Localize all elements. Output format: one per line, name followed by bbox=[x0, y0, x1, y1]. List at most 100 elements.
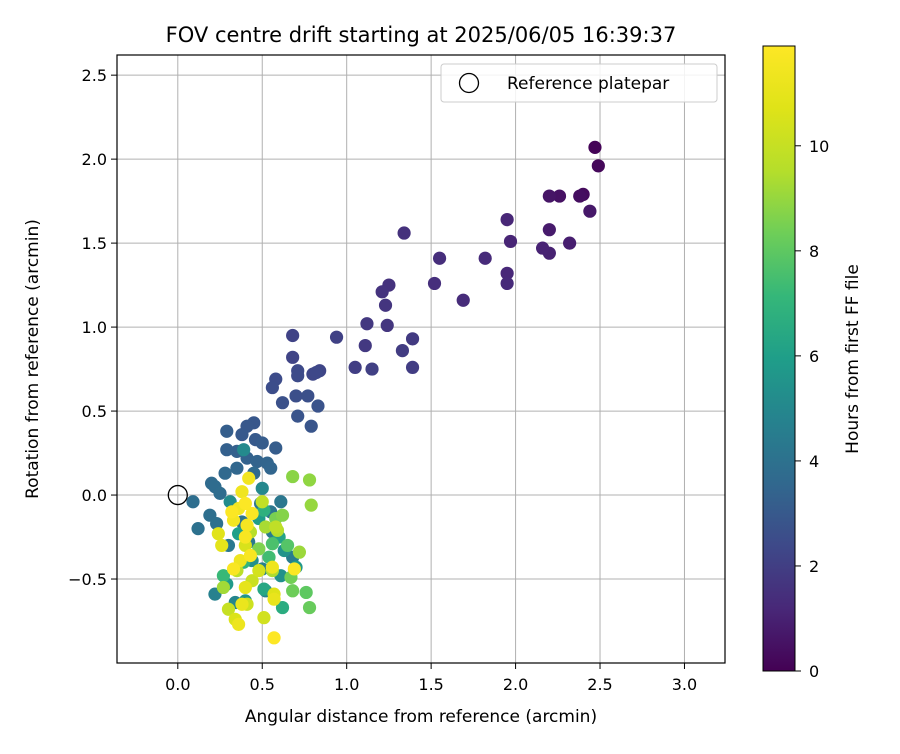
data-point bbox=[237, 443, 251, 457]
data-point bbox=[348, 360, 362, 374]
data-point bbox=[286, 469, 300, 484]
grid bbox=[117, 55, 725, 663]
data-point bbox=[302, 473, 317, 487]
data-point bbox=[360, 317, 374, 331]
y-tick-label: 2.0 bbox=[82, 150, 107, 169]
data-point bbox=[309, 365, 323, 380]
data-point bbox=[257, 582, 271, 596]
data-point bbox=[380, 318, 394, 333]
data-point bbox=[274, 495, 288, 509]
data-point bbox=[289, 389, 303, 403]
legend-label: Reference platepar bbox=[507, 74, 669, 94]
data-point bbox=[287, 562, 301, 576]
x-tick-label: 0.0 bbox=[165, 675, 190, 694]
data-point bbox=[552, 189, 567, 203]
data-point bbox=[456, 293, 470, 307]
data-point bbox=[269, 441, 283, 455]
data-point bbox=[573, 189, 587, 203]
y-tick-label: 0.5 bbox=[82, 402, 107, 421]
data-point bbox=[583, 204, 597, 218]
data-point bbox=[478, 251, 492, 265]
data-point bbox=[292, 545, 306, 559]
data-point bbox=[542, 223, 556, 237]
x-axis-ticks: 0.0 0.5 1.0 1.5 2.0 2.5 3.0 bbox=[165, 663, 697, 694]
colorbar-tick-label: 10 bbox=[809, 137, 829, 156]
x-tick-label: 1.5 bbox=[418, 675, 443, 694]
data-point bbox=[591, 159, 605, 173]
colorbar bbox=[762, 45, 796, 672]
data-point bbox=[221, 602, 236, 616]
data-point bbox=[265, 537, 279, 551]
data-point bbox=[275, 508, 290, 522]
data-point bbox=[365, 362, 379, 376]
y-tick-label: −0.5 bbox=[68, 570, 107, 589]
data-point bbox=[427, 276, 442, 291]
colorbar-tick-label: 4 bbox=[809, 452, 819, 471]
data-point bbox=[230, 461, 244, 475]
data-point bbox=[255, 481, 269, 495]
chart-title: FOV centre drift starting at 2025/06/05 … bbox=[166, 23, 677, 47]
data-point bbox=[395, 344, 410, 358]
colorbar-ticks: 0 2 4 6 8 10 bbox=[795, 137, 829, 681]
data-point bbox=[542, 189, 556, 203]
data-point bbox=[255, 495, 269, 509]
data-point bbox=[267, 631, 281, 645]
data-point bbox=[269, 520, 283, 534]
x-tick-label: 2.5 bbox=[587, 675, 612, 694]
data-point bbox=[259, 520, 273, 534]
data-point bbox=[250, 454, 264, 469]
data-point bbox=[358, 338, 372, 353]
data-point bbox=[267, 592, 281, 606]
data-point bbox=[304, 498, 318, 512]
data-point bbox=[226, 562, 241, 576]
data-point bbox=[301, 389, 315, 403]
y-axis-ticks: −0.5 0.0 0.5 1.0 1.5 2.0 2.5 bbox=[68, 66, 117, 589]
y-axis-label: Rotation from reference (arcmin) bbox=[23, 219, 43, 499]
data-point bbox=[216, 580, 230, 595]
data-point bbox=[265, 560, 279, 574]
data-point bbox=[245, 506, 259, 521]
data-point bbox=[191, 522, 205, 536]
colorbar-label: Hours from first FF file bbox=[843, 264, 863, 454]
data-point bbox=[275, 600, 290, 615]
data-point bbox=[225, 505, 239, 519]
data-point bbox=[432, 251, 447, 265]
data-point bbox=[405, 360, 420, 374]
data-point bbox=[500, 276, 514, 291]
data-point bbox=[235, 427, 249, 442]
colorbar-tick-label: 2 bbox=[809, 557, 819, 576]
data-point bbox=[588, 140, 602, 154]
data-points bbox=[186, 140, 605, 645]
data-point bbox=[378, 298, 393, 312]
data-point bbox=[286, 328, 300, 343]
data-point bbox=[375, 285, 389, 299]
data-point bbox=[238, 530, 252, 544]
x-axis-label: Angular distance from reference (arcmin) bbox=[245, 707, 597, 727]
y-tick-label: 1.5 bbox=[82, 234, 107, 253]
reference-platepar-marker bbox=[167, 484, 188, 506]
data-point bbox=[405, 332, 420, 346]
data-point bbox=[220, 424, 234, 438]
data-point bbox=[280, 538, 295, 553]
x-tick-label: 2.0 bbox=[503, 675, 528, 694]
data-point bbox=[311, 399, 325, 413]
data-point bbox=[242, 471, 256, 485]
colorbar-tick-label: 8 bbox=[809, 242, 819, 261]
data-point bbox=[286, 350, 300, 364]
data-point bbox=[265, 380, 279, 395]
reference-point bbox=[167, 484, 188, 506]
data-point bbox=[329, 330, 344, 344]
data-point bbox=[302, 600, 317, 615]
data-point bbox=[240, 518, 254, 532]
data-point bbox=[275, 396, 290, 410]
data-point bbox=[238, 496, 252, 511]
data-point bbox=[264, 461, 278, 475]
y-tick-label: 0.0 bbox=[82, 486, 107, 505]
data-point bbox=[216, 569, 230, 583]
data-point bbox=[235, 597, 249, 611]
data-point bbox=[220, 443, 234, 457]
data-point bbox=[211, 527, 225, 541]
data-point bbox=[286, 584, 300, 598]
data-point bbox=[238, 580, 252, 595]
